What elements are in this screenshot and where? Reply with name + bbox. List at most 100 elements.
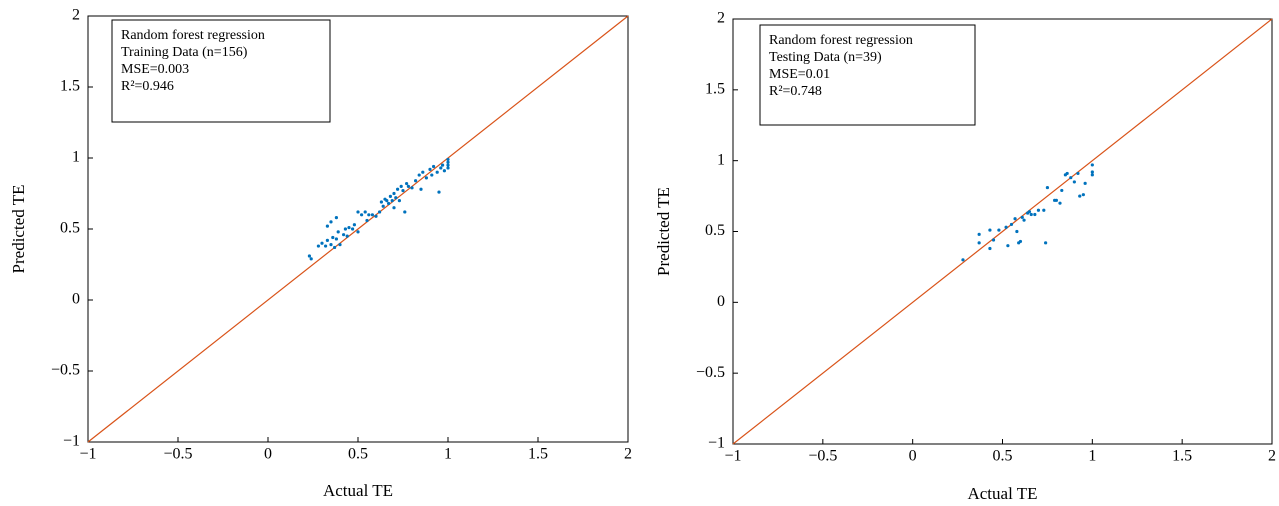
annotation-line: MSE=0.003 bbox=[121, 62, 189, 77]
annotation-line: MSE=0.01 bbox=[769, 67, 830, 82]
point bbox=[977, 232, 981, 236]
y-axis-label: Predicted TE bbox=[9, 185, 28, 274]
point bbox=[1090, 170, 1094, 174]
x-tick-label: 2 bbox=[624, 446, 632, 463]
point bbox=[424, 176, 428, 180]
point bbox=[329, 220, 333, 224]
x-axis-label: Actual TE bbox=[967, 484, 1037, 503]
point bbox=[374, 214, 378, 218]
y-tick-label: −0.5 bbox=[696, 364, 725, 381]
point bbox=[333, 245, 337, 250]
point bbox=[334, 237, 338, 241]
point bbox=[446, 157, 450, 162]
point bbox=[442, 169, 446, 173]
point bbox=[446, 166, 450, 170]
point bbox=[421, 170, 425, 174]
point bbox=[961, 258, 965, 262]
point bbox=[396, 187, 400, 191]
point bbox=[324, 244, 328, 248]
x-tick-label: 1.5 bbox=[1172, 448, 1192, 465]
x-tick-label: 1 bbox=[1088, 448, 1096, 465]
point bbox=[1022, 218, 1026, 222]
point bbox=[379, 200, 383, 204]
point bbox=[417, 173, 421, 177]
point bbox=[356, 210, 360, 214]
point bbox=[430, 173, 434, 177]
point bbox=[435, 170, 439, 174]
point bbox=[1060, 188, 1064, 193]
annotation-line: Random forest regression bbox=[121, 28, 265, 43]
point bbox=[988, 228, 992, 232]
point bbox=[441, 163, 445, 167]
point bbox=[370, 213, 374, 217]
point bbox=[356, 230, 360, 234]
point bbox=[1009, 222, 1014, 227]
point bbox=[385, 199, 389, 203]
point bbox=[1076, 171, 1080, 176]
y-tick-label: 2 bbox=[717, 10, 725, 27]
y-tick-label: 1.5 bbox=[705, 81, 725, 98]
point bbox=[325, 224, 329, 228]
x-tick-label: 1.5 bbox=[528, 446, 548, 463]
point bbox=[1044, 241, 1048, 245]
point bbox=[1006, 244, 1010, 248]
point bbox=[1083, 181, 1087, 185]
point bbox=[397, 199, 401, 203]
point bbox=[307, 254, 311, 258]
point bbox=[414, 179, 418, 183]
y-tick-label: 0.5 bbox=[60, 220, 80, 237]
y-tick-label: 0 bbox=[72, 291, 80, 308]
point bbox=[388, 194, 392, 198]
point bbox=[1081, 193, 1085, 197]
y-axis-label: Predicted TE bbox=[654, 187, 673, 276]
point bbox=[403, 210, 407, 214]
point bbox=[419, 187, 423, 191]
annotation-line: Training Data (n=156) bbox=[121, 45, 248, 60]
point bbox=[387, 201, 391, 206]
x-tick-label: 1 bbox=[444, 446, 452, 463]
point bbox=[1078, 194, 1082, 198]
point bbox=[399, 184, 403, 188]
point bbox=[401, 189, 405, 193]
point bbox=[406, 184, 410, 188]
x-tick-label: −1 bbox=[79, 446, 96, 463]
point bbox=[381, 204, 385, 208]
annotation-box bbox=[111, 19, 331, 123]
point bbox=[1027, 210, 1032, 214]
point bbox=[309, 257, 313, 261]
point bbox=[991, 238, 996, 242]
identity-line bbox=[87, 15, 629, 443]
y-tick-label: 1.5 bbox=[60, 78, 80, 95]
point bbox=[336, 230, 340, 234]
point bbox=[343, 227, 347, 231]
point bbox=[360, 213, 364, 217]
x-tick-label: 0 bbox=[909, 448, 917, 465]
y-tick-label: −1 bbox=[708, 435, 725, 452]
x-tick-label: −1 bbox=[724, 448, 741, 465]
point bbox=[338, 243, 342, 247]
annotation-line: R²=0.748 bbox=[769, 84, 822, 99]
identity-line bbox=[732, 18, 1273, 445]
point bbox=[1018, 239, 1023, 244]
point bbox=[392, 206, 396, 210]
point bbox=[446, 160, 450, 164]
point bbox=[446, 163, 450, 167]
point bbox=[351, 227, 355, 231]
point bbox=[1069, 176, 1073, 180]
point bbox=[390, 199, 394, 203]
x-tick-label: 2 bbox=[1268, 448, 1276, 465]
point bbox=[1072, 180, 1076, 184]
point bbox=[1090, 173, 1094, 177]
point bbox=[977, 241, 981, 245]
y-tick-label: −0.5 bbox=[51, 362, 80, 379]
x-tick-label: 0 bbox=[264, 446, 272, 463]
point bbox=[320, 241, 324, 245]
point bbox=[365, 218, 369, 223]
point bbox=[1013, 217, 1017, 221]
x-axis-label: Actual TE bbox=[323, 481, 393, 500]
point bbox=[1015, 229, 1019, 234]
point bbox=[325, 238, 329, 242]
x-tick-label: −0.5 bbox=[163, 446, 192, 463]
point bbox=[997, 228, 1001, 232]
point bbox=[1058, 201, 1062, 205]
